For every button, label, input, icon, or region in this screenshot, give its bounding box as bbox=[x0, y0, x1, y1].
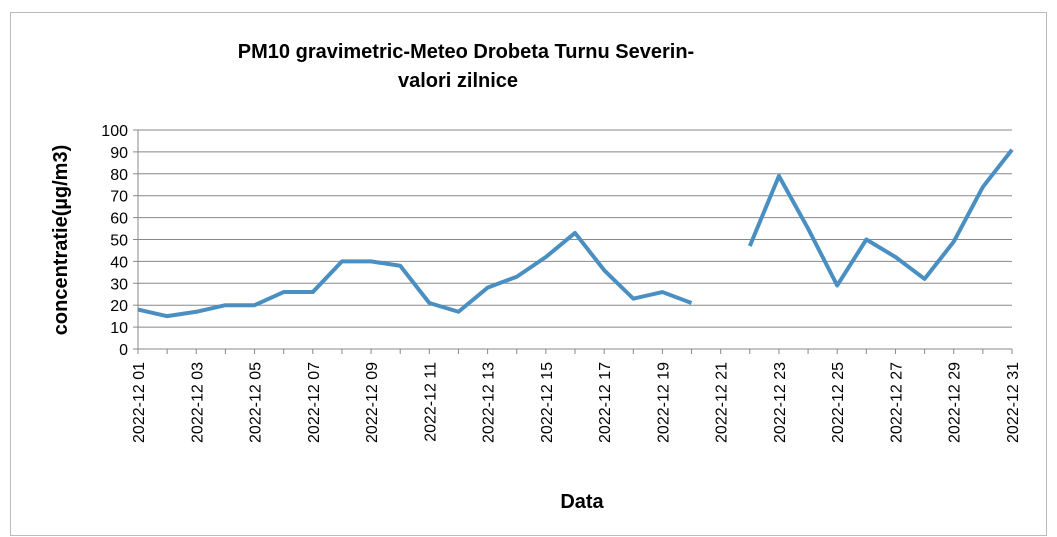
y-tick-label: 50 bbox=[110, 233, 128, 250]
chart-title: valori zilnice bbox=[398, 70, 518, 92]
y-tick-label: 60 bbox=[110, 211, 128, 228]
y-tick-label: 0 bbox=[119, 342, 128, 359]
x-tick-label: 2022-12 31 bbox=[1005, 362, 1022, 443]
x-tick-label: 2022-12 07 bbox=[306, 362, 323, 443]
x-tick-label: 2022-12 19 bbox=[655, 362, 672, 443]
y-tick-label: 10 bbox=[110, 320, 128, 337]
y-tick-label: 30 bbox=[110, 276, 128, 293]
x-tick-label: 2022-12 21 bbox=[714, 362, 731, 443]
x-tick-label: 2022-12 27 bbox=[888, 362, 905, 443]
data-line bbox=[137, 230, 693, 319]
x-tick-label: 2022-12 17 bbox=[597, 362, 614, 443]
x-tick-label: 2022-12 09 bbox=[364, 362, 381, 443]
x-tick-label: 2022-12 29 bbox=[947, 362, 964, 443]
x-tick-label: 2022-12 05 bbox=[248, 362, 265, 443]
y-tick-label: 100 bbox=[101, 123, 128, 140]
y-axis-label: concentratie(µg/m3) bbox=[50, 145, 72, 335]
data-line bbox=[747, 148, 1014, 288]
x-tick-label: 2022-12 15 bbox=[539, 362, 556, 443]
x-tick-label: 2022-12 23 bbox=[772, 362, 789, 443]
y-tick-label: 20 bbox=[110, 298, 128, 315]
x-axis-label: Data bbox=[560, 491, 604, 513]
chart-frame bbox=[10, 12, 1047, 536]
x-tick-label: 2022-12 13 bbox=[481, 362, 498, 443]
x-tick-label: 2022-12 03 bbox=[189, 362, 206, 443]
x-tick-label: 2022-12 11 bbox=[422, 362, 439, 442]
y-tick-label: 90 bbox=[110, 145, 128, 162]
y-tick-label: 40 bbox=[110, 254, 128, 271]
y-tick-label: 70 bbox=[110, 189, 128, 206]
x-tick-label: 2022-12 25 bbox=[830, 362, 847, 443]
chart-title: PM10 gravimetric-Meteo Drobeta Turnu Sev… bbox=[238, 41, 694, 63]
x-tick-label: 2022-12 01 bbox=[131, 362, 148, 443]
y-tick-label: 80 bbox=[110, 167, 128, 184]
